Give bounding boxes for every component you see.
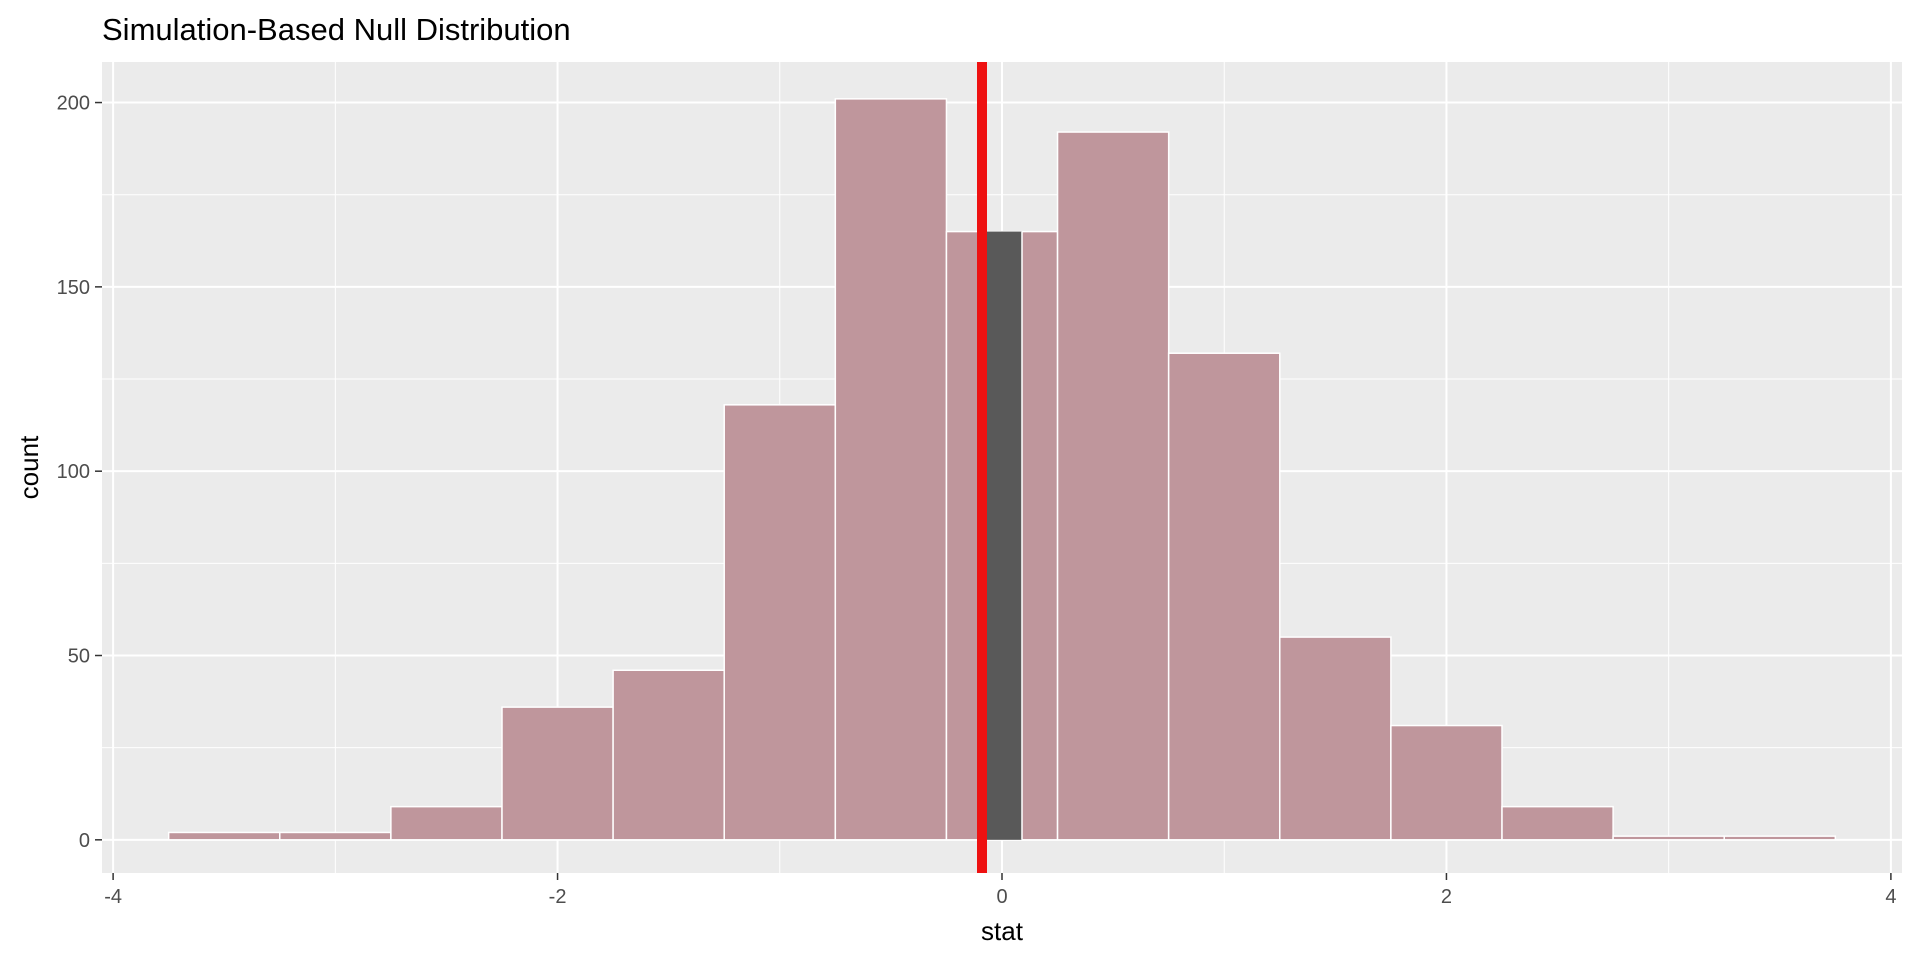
chart-title: Simulation-Based Null Distribution [102, 12, 571, 47]
x-axis: -4 -2 0 2 4 [104, 873, 1896, 908]
histogram-bar [1723, 835, 1837, 841]
x-tick-label: 2 [1441, 886, 1452, 908]
y-tick-label: 50 [68, 646, 90, 668]
histogram-bar [612, 669, 725, 841]
shaded-region [982, 231, 1022, 840]
histogram-bar [279, 831, 392, 841]
y-tick-label: 100 [57, 461, 90, 483]
histogram-bar [1501, 805, 1614, 841]
x-tick-label: 4 [1885, 886, 1896, 908]
y-tick-label: 200 [57, 93, 90, 115]
histogram-bar [501, 706, 614, 841]
histogram-bar [390, 805, 503, 841]
histogram-bar [167, 831, 281, 841]
histogram-bar [723, 404, 837, 841]
histogram-bar [1056, 131, 1170, 841]
histogram-bar [1612, 835, 1725, 841]
y-tick-label: 0 [79, 830, 90, 852]
histogram-bar [1167, 352, 1281, 841]
y-tick-label: 150 [57, 277, 90, 299]
x-tick-label: -4 [104, 886, 122, 908]
shaded-region-layer [982, 231, 1023, 840]
histogram-bar [1279, 636, 1392, 841]
x-tick-label: -2 [549, 886, 567, 908]
y-axis-title: count [14, 435, 44, 499]
histogram-bar [834, 98, 948, 841]
histogram-bar [1390, 724, 1503, 841]
x-axis-title: stat [981, 916, 1024, 946]
x-tick-label: 0 [996, 886, 1007, 908]
y-axis: 0 50 100 150 200 [57, 93, 102, 852]
